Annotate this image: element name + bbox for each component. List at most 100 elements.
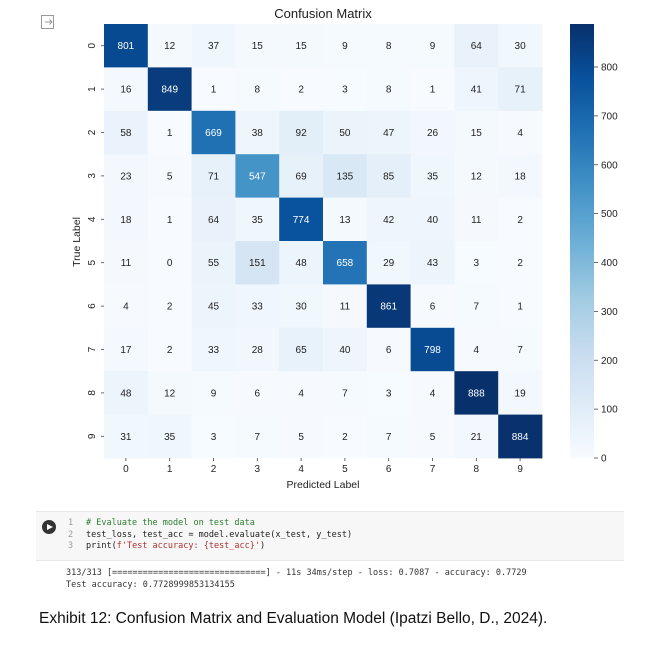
x-tick-labels: 0 1 2 3 4 5 6 7 8 9 xyxy=(123,458,523,475)
code-cell[interactable]: 1 # Evaluate the model on test data 2 test_… xyxy=(36,511,624,561)
cell-value-9-0: 31 xyxy=(120,432,132,443)
heatmap-cell-3-1 xyxy=(147,154,192,198)
heatmap-cell-5-3 xyxy=(235,241,280,285)
code-line: 2 test_loss, test_acc = model.evaluate(x_… xyxy=(68,530,352,542)
heatmap-cell-5-5 xyxy=(323,241,368,285)
heatmap-cell-2-2 xyxy=(191,110,236,155)
colorbar-tick-label-0: 0 xyxy=(601,454,607,465)
cell-value-3-9: 18 xyxy=(515,171,527,182)
cell-value-0-7: 9 xyxy=(430,41,436,52)
heatmap-cell-5-8 xyxy=(454,241,499,285)
code-token: ) xyxy=(260,541,266,551)
cell-value-7-0: 17 xyxy=(120,345,132,356)
heatmap-cell-6-6 xyxy=(366,284,411,329)
heatmap-cell-5-7 xyxy=(410,241,455,285)
collapse-output-icon[interactable] xyxy=(40,14,56,30)
heatmap-cell-9-9 xyxy=(498,414,543,459)
cell-value-9-5: 2 xyxy=(342,432,348,443)
cell-value-6-9: 1 xyxy=(517,302,523,313)
cell-value-8-8: 888 xyxy=(468,388,485,399)
cell-value-3-3: 547 xyxy=(249,171,266,182)
heatmap-cell-1-9 xyxy=(498,67,543,112)
colorbar-tick-label-400: 400 xyxy=(601,258,618,269)
cell-value-1-4: 2 xyxy=(298,85,304,96)
colorbar-tick-label-500: 500 xyxy=(601,209,618,220)
y-axis-label: True Label xyxy=(71,217,83,267)
cell-value-6-8: 7 xyxy=(474,302,480,313)
heatmap-cell-8-7 xyxy=(410,371,455,415)
run-cell-button[interactable] xyxy=(42,520,56,534)
code-token: test_loss, test_acc = model.evaluate(x_t… xyxy=(86,529,353,540)
heatmap-cell-3-8 xyxy=(454,154,499,198)
cell-value-8-5: 7 xyxy=(342,388,348,399)
heatmap-cell-5-2 xyxy=(191,241,236,285)
cell-value-4-5: 13 xyxy=(339,215,351,226)
cell-value-3-1: 5 xyxy=(167,171,173,182)
cell-value-8-1: 12 xyxy=(164,388,176,399)
cell-value-5-3: 151 xyxy=(249,258,266,269)
code-editor[interactable]: 1 # Evaluate the model on test data 2 test_… xyxy=(68,518,352,553)
cell-value-9-6: 7 xyxy=(386,432,392,443)
heatmap-cell-9-3 xyxy=(235,414,280,459)
heatmap-cell-8-8 xyxy=(454,371,499,415)
heatmap-cell-3-2 xyxy=(191,154,236,198)
cell-value-7-8: 4 xyxy=(474,345,480,356)
heatmap-cell-2-0 xyxy=(104,110,149,155)
cell-value-1-1: 849 xyxy=(161,85,178,96)
heatmap-cell-1-6 xyxy=(366,67,411,112)
heatmap-cell-6-4 xyxy=(279,284,324,329)
cell-value-5-6: 29 xyxy=(383,258,395,269)
cell-value-9-4: 5 xyxy=(298,432,304,443)
cell-value-0-5: 9 xyxy=(342,41,348,52)
heatmap-cell-4-2 xyxy=(191,197,236,242)
cell-value-9-7: 5 xyxy=(430,432,436,443)
heatmap-cell-6-1 xyxy=(147,284,192,329)
cell-value-2-6: 47 xyxy=(383,128,395,139)
heatmap-cell-2-5 xyxy=(323,110,368,155)
heatmap-cell-7-2 xyxy=(191,327,236,372)
x-axis-label: Predicted Label xyxy=(287,479,360,491)
cell-value-2-3: 38 xyxy=(252,128,264,139)
cell-value-6-4: 30 xyxy=(296,302,308,313)
cell-value-0-6: 8 xyxy=(386,41,392,52)
heatmap-cell-9-5 xyxy=(323,414,368,459)
cell-value-4-6: 42 xyxy=(383,215,395,226)
heatmap-cell-4-0 xyxy=(104,197,149,242)
x-tick-label-9: 9 xyxy=(517,464,523,475)
heatmap-cell-0-3 xyxy=(235,24,280,68)
cell-value-2-0: 58 xyxy=(120,128,132,139)
cell-value-9-2: 3 xyxy=(211,432,217,443)
heatmap-cell-9-4 xyxy=(279,414,324,459)
heatmap-cell-8-1 xyxy=(147,371,192,415)
y-tick-label-8: 8 xyxy=(87,390,98,396)
heatmap-cell-4-1 xyxy=(147,197,192,242)
heatmap-cell-0-0 xyxy=(104,24,149,68)
cell-value-0-4: 15 xyxy=(296,41,308,52)
heatmap-cell-2-7 xyxy=(410,110,455,155)
cell-value-8-3: 6 xyxy=(255,388,261,399)
colorbar xyxy=(570,24,594,458)
cell-value-3-4: 69 xyxy=(296,171,308,182)
figure-caption: Exhibit 12: Confusion Matrix and Evaluat… xyxy=(39,610,548,627)
cell-value-4-7: 40 xyxy=(427,215,439,226)
heatmap-cell-7-7 xyxy=(410,327,455,372)
cell-value-2-7: 26 xyxy=(427,128,439,139)
heatmap-cell-3-4 xyxy=(279,154,324,198)
cell-value-9-3: 7 xyxy=(255,432,261,443)
cell-value-0-2: 37 xyxy=(208,41,220,52)
heatmap-cell-9-7 xyxy=(410,414,455,459)
cell-value-3-7: 35 xyxy=(427,171,439,182)
heatmap-cell-8-4 xyxy=(279,371,324,415)
heatmap-cell-2-6 xyxy=(366,110,411,155)
heatmap-cell-9-8 xyxy=(454,414,499,459)
heatmap-cell-3-7 xyxy=(410,154,455,198)
heatmap-cell-1-5 xyxy=(323,67,368,112)
cell-value-5-1: 0 xyxy=(167,258,173,269)
cell-value-7-4: 65 xyxy=(296,345,308,356)
heatmap-cell-7-6 xyxy=(366,327,411,372)
cell-value-1-5: 3 xyxy=(342,85,348,96)
heatmap-cell-4-9 xyxy=(498,197,543,242)
cell-value-7-3: 28 xyxy=(252,345,264,356)
x-tick-label-4: 4 xyxy=(298,464,304,475)
y-tick-label-1: 1 xyxy=(87,86,98,92)
